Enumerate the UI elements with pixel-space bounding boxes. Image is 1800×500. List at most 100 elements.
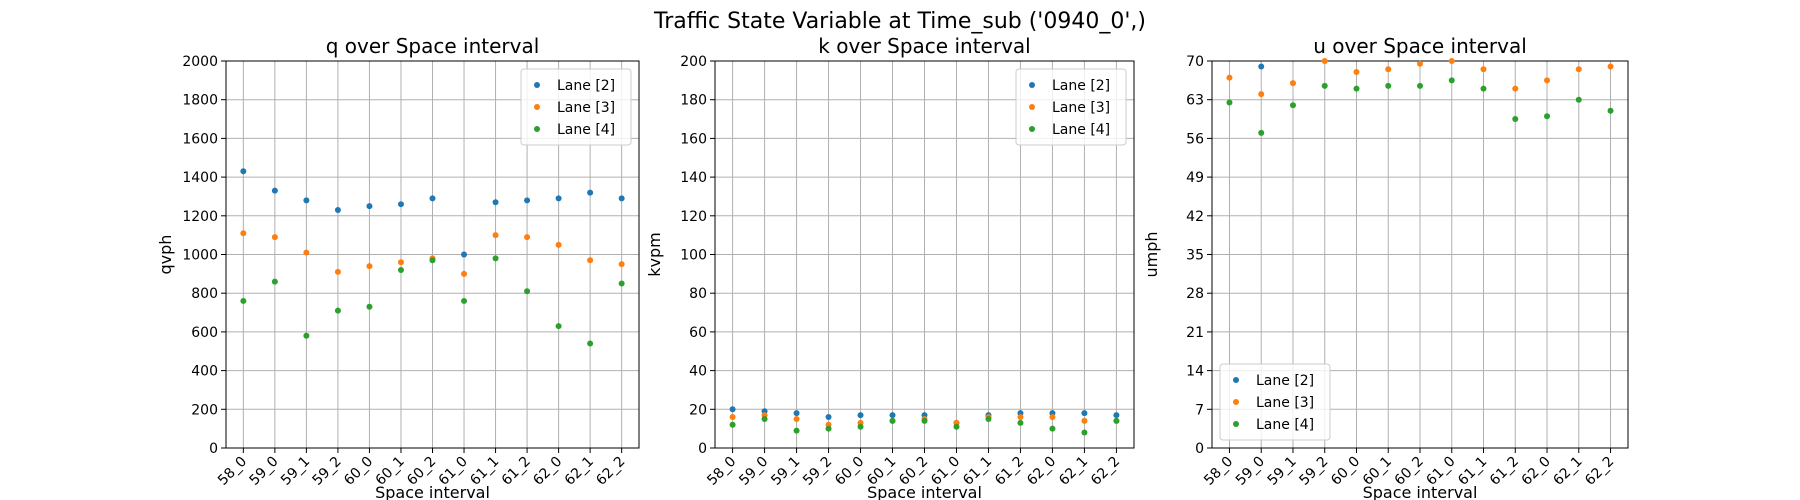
- x-tick-label: 62_0: [1024, 454, 1059, 489]
- axes-title: u over Space interval: [1313, 34, 1527, 58]
- legend-label: Lane [3]: [1256, 395, 1314, 411]
- legend-label: Lane [4]: [1052, 122, 1110, 138]
- y-tick-label: 14: [1186, 364, 1204, 380]
- axes-title: k over Space interval: [818, 34, 1030, 58]
- data-point: [303, 249, 310, 256]
- x-tick-label: 59_1: [1265, 454, 1300, 489]
- data-point: [857, 423, 864, 430]
- y-tick-label: 200: [191, 402, 218, 418]
- data-point: [461, 297, 468, 304]
- data-point: [921, 417, 928, 424]
- data-point: [889, 417, 896, 424]
- data-point: [1607, 107, 1614, 114]
- data-point: [1081, 429, 1088, 436]
- legend-label: Lane [4]: [1256, 417, 1314, 433]
- data-point: [397, 266, 404, 273]
- data-point: [524, 197, 531, 204]
- y-tick-label: 49: [1186, 170, 1204, 186]
- y-tick-label: 600: [191, 325, 218, 341]
- data-point: [524, 234, 531, 241]
- x-tick-label: 59_0: [1233, 454, 1268, 489]
- data-point: [1081, 417, 1088, 424]
- y-tick-label: 1400: [182, 170, 218, 186]
- data-point: [1017, 414, 1024, 421]
- y-tick-label: 1200: [182, 209, 218, 225]
- legend-box: [1219, 363, 1331, 441]
- x-tick-label: 59_1: [278, 454, 313, 489]
- data-point: [1512, 85, 1519, 92]
- x-tick-label: 58_0: [1201, 454, 1236, 489]
- y-tick-label: 63: [1186, 93, 1204, 109]
- x-axis-label: Space interval: [375, 483, 490, 500]
- data-point: [857, 412, 864, 419]
- data-point: [1544, 113, 1551, 120]
- x-tick-label: 62_1: [1056, 454, 1091, 489]
- data-point: [1480, 66, 1487, 73]
- data-point: [492, 199, 499, 206]
- data-point: [1258, 129, 1265, 136]
- data-point: [618, 261, 625, 268]
- legend: Lane [2] Lane [3] Lane [4]: [520, 68, 632, 146]
- data-point: [366, 263, 373, 270]
- data-point: [366, 203, 373, 210]
- x-tick-label: 58_0: [704, 454, 739, 489]
- data-point: [1226, 99, 1233, 106]
- legend-label: Lane [2]: [1052, 78, 1110, 94]
- data-point: [240, 168, 247, 175]
- data-point: [793, 427, 800, 434]
- x-tick-label: 62_2: [593, 454, 628, 489]
- axes: 0 200 400 600 800 1000 1200 1400 1600 1800 2000 58_…: [156, 34, 640, 500]
- y-tick-label: 120: [680, 209, 707, 225]
- y-tick-label: 200: [680, 54, 707, 70]
- legend-marker: [1233, 399, 1239, 405]
- data-point: [618, 280, 625, 287]
- legend-marker: [1029, 104, 1035, 110]
- data-point: [587, 257, 594, 264]
- y-tick-label: 140: [680, 170, 707, 186]
- data-point: [793, 410, 800, 417]
- data-point: [1448, 58, 1455, 64]
- axes-frame: [225, 60, 640, 449]
- legend: Lane [2] Lane [3] Lane [4]: [1015, 68, 1127, 146]
- data-point: [240, 297, 247, 304]
- data-point: [1321, 82, 1328, 89]
- data-point: [429, 257, 436, 264]
- x-tick-label: 59_2: [1296, 454, 1331, 489]
- x-tick-label: 59_0: [247, 454, 282, 489]
- y-tick-label: 35: [1186, 248, 1204, 264]
- legend-label: Lane [2]: [557, 78, 615, 94]
- data-point: [1385, 66, 1392, 73]
- legend-box: [520, 68, 632, 146]
- x-axis-label: Space interval: [867, 483, 982, 500]
- data-point: [761, 415, 768, 422]
- data-point: [366, 303, 373, 310]
- x-tick-label: 59_2: [800, 454, 835, 489]
- legend-marker: [1233, 421, 1239, 427]
- data-point: [1575, 96, 1582, 103]
- data-point: [397, 201, 404, 208]
- data-point: [429, 195, 436, 202]
- y-tick-label: 21: [1186, 325, 1204, 341]
- data-point: [1081, 410, 1088, 417]
- data-point: [1017, 419, 1024, 426]
- y-tick-label: 28: [1186, 286, 1204, 302]
- x-tick-label: 59_0: [736, 454, 771, 489]
- x-tick-label: 59_1: [768, 454, 803, 489]
- data-point: [1512, 116, 1519, 123]
- y-tick-label: 1600: [182, 131, 218, 147]
- data-point: [1049, 414, 1056, 421]
- x-tick-label: 60_0: [341, 454, 376, 489]
- y-tick-label: 20: [689, 402, 707, 418]
- x-tick-label: 60_0: [832, 454, 867, 489]
- x-tick-label: 62_1: [1550, 454, 1585, 489]
- y-axis-label: kvpm: [645, 232, 664, 276]
- y-tick-label: 60: [689, 325, 707, 341]
- y-tick-label: 400: [191, 364, 218, 380]
- data-point: [461, 270, 468, 277]
- data-point: [271, 278, 278, 285]
- y-tick-label: 0: [209, 441, 218, 457]
- y-tick-label: 1000: [182, 248, 218, 264]
- data-point: [555, 323, 562, 330]
- data-point: [1544, 77, 1551, 84]
- legend-label: Lane [4]: [557, 122, 615, 138]
